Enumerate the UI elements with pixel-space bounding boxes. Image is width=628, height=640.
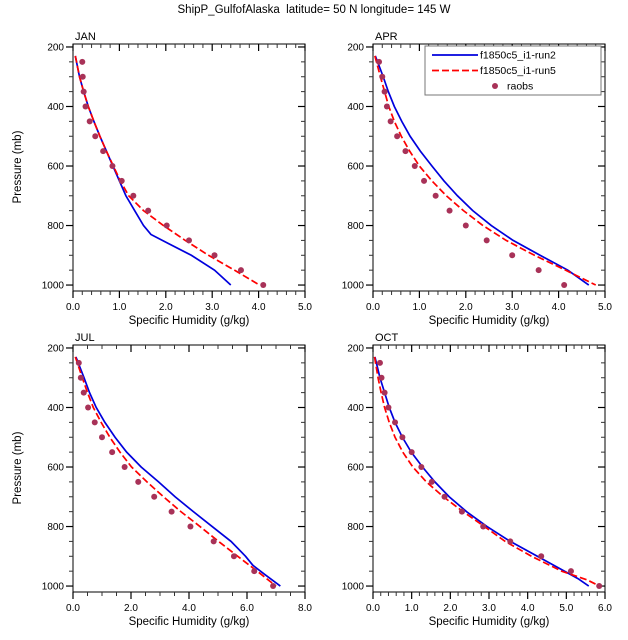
svg-text:400: 400	[47, 403, 64, 414]
svg-text:0.0: 0.0	[366, 603, 380, 614]
panel-oct: 0.0 1.0 2.0 3.0 4.0 5.0 6.0 200 400 600 800 1000 OCT…	[335, 331, 628, 631]
svg-text:1.0: 1.0	[112, 302, 126, 313]
svg-text:600: 600	[347, 463, 364, 474]
y-axis-title-bottom: Pressure (mb)	[12, 431, 24, 505]
chart-svg-oct: 0.0 1.0 2.0 3.0 4.0 5.0 6.0 200 400 600 800 1000 OCT…	[342, 332, 613, 628]
svg-text:1.0: 1.0	[412, 302, 426, 313]
svg-text:4.0: 4.0	[521, 603, 535, 614]
svg-text:800: 800	[347, 221, 364, 232]
svg-text:800: 800	[47, 522, 64, 533]
panel-month-label: OCT	[375, 332, 399, 344]
axes: 0.0 1.0 2.0 3.0 4.0 5.0 6.0 200 400 600 800 1000	[342, 343, 613, 614]
series-dots-raobs	[376, 359, 603, 590]
series-line-f1850c5_i1-run5	[374, 55, 597, 286]
chart-svg-jan: 0.0 1.0 2.0 3.0 4.0 5.0 200 400 600 800 1000 JAN Spe…	[42, 31, 313, 327]
legend-label: f1850c5_i1-run2	[480, 50, 556, 62]
series-line-f1850c5_i1-run2	[75, 356, 281, 587]
axes: 0.0 2.0 4.0 6.0 8.0 200 400 600 800 1000	[42, 343, 313, 614]
svg-text:3.0: 3.0	[505, 302, 519, 313]
series-line-f1850c5_i1-run5	[74, 55, 260, 286]
series-line-f1850c5_i1-run2	[374, 55, 590, 286]
series-line-f1850c5_i1-run5	[74, 356, 277, 587]
panel-apr: 0.0 1.0 2.0 3.0 4.0 5.0 200 400 600 800 1000 APR Spe…	[335, 30, 628, 330]
svg-text:600: 600	[347, 162, 364, 173]
legend-label: f1850c5_i1-run5	[480, 65, 556, 77]
panel-jul: 0.0 2.0 4.0 6.0 8.0 200 400 600 800 1000 JUL Specif…	[35, 331, 335, 631]
series-line-f1850c5_i1-run2	[74, 55, 232, 286]
legend-dot	[492, 83, 498, 89]
svg-text:4.0: 4.0	[182, 603, 196, 614]
svg-text:1000: 1000	[342, 582, 365, 593]
svg-text:3.0: 3.0	[482, 603, 496, 614]
svg-text:800: 800	[47, 221, 64, 232]
x-axis-title: Specific Humidity (g/kg)	[129, 315, 250, 327]
svg-text:1.0: 1.0	[405, 603, 419, 614]
panel-month-label: JAN	[75, 31, 96, 43]
svg-text:2.0: 2.0	[443, 603, 457, 614]
svg-text:200: 200	[347, 42, 364, 53]
legend-label: raobs	[507, 81, 533, 93]
svg-text:1000: 1000	[42, 582, 65, 593]
y-axis-title-top: Pressure (mb)	[12, 130, 24, 204]
svg-text:400: 400	[347, 403, 364, 414]
svg-text:400: 400	[47, 102, 64, 113]
svg-text:1000: 1000	[42, 281, 65, 292]
svg-text:6.0: 6.0	[240, 603, 254, 614]
chart-svg-apr: 0.0 1.0 2.0 3.0 4.0 5.0 200 400 600 800 1000 APR Spe…	[342, 31, 613, 327]
series-dots-raobs	[79, 58, 267, 289]
x-axis-title: Specific Humidity (g/kg)	[429, 315, 550, 327]
chart-svg-jul: 0.0 2.0 4.0 6.0 8.0 200 400 600 800 1000 JUL Specif…	[42, 332, 313, 628]
svg-text:6.0: 6.0	[598, 603, 612, 614]
svg-text:2.0: 2.0	[459, 302, 473, 313]
svg-text:600: 600	[47, 162, 64, 173]
series-line-f1850c5_i1-run5	[373, 356, 597, 586]
figure-title: ShipP_GulfofAlaska latitude= 50 N longit…	[177, 4, 451, 16]
panel-month-label: JUL	[75, 332, 95, 344]
svg-text:400: 400	[347, 102, 364, 113]
svg-text:5.0: 5.0	[598, 302, 612, 313]
x-axis-title: Specific Humidity (g/kg)	[429, 616, 550, 628]
svg-text:0.0: 0.0	[366, 302, 380, 313]
axes: 0.0 1.0 2.0 3.0 4.0 5.0 200 400 600 800 1000	[342, 42, 613, 313]
panel-jan: 0.0 1.0 2.0 3.0 4.0 5.0 200 400 600 800 1000 JAN Spe…	[35, 30, 335, 330]
svg-text:200: 200	[347, 343, 364, 354]
axes: 0.0 1.0 2.0 3.0 4.0 5.0 200 400 600 800 1000	[42, 42, 313, 313]
svg-text:2.0: 2.0	[159, 302, 173, 313]
svg-text:4.0: 4.0	[552, 302, 566, 313]
svg-text:4.0: 4.0	[252, 302, 266, 313]
series-dots-raobs	[75, 359, 277, 590]
svg-text:600: 600	[47, 463, 64, 474]
series-dots-raobs	[376, 58, 568, 289]
x-axis-title: Specific Humidity (g/kg)	[129, 616, 250, 628]
panel-month-label: APR	[375, 31, 398, 43]
series-line-f1850c5_i1-run2	[374, 356, 590, 587]
svg-text:1000: 1000	[342, 281, 365, 292]
svg-text:0.0: 0.0	[66, 603, 80, 614]
svg-text:5.0: 5.0	[298, 302, 312, 313]
svg-text:8.0: 8.0	[298, 603, 312, 614]
svg-text:200: 200	[47, 42, 64, 53]
svg-text:200: 200	[47, 343, 64, 354]
svg-text:0.0: 0.0	[66, 302, 80, 313]
svg-text:3.0: 3.0	[205, 302, 219, 313]
svg-text:800: 800	[347, 522, 364, 533]
svg-text:5.0: 5.0	[559, 603, 573, 614]
svg-text:2.0: 2.0	[124, 603, 138, 614]
